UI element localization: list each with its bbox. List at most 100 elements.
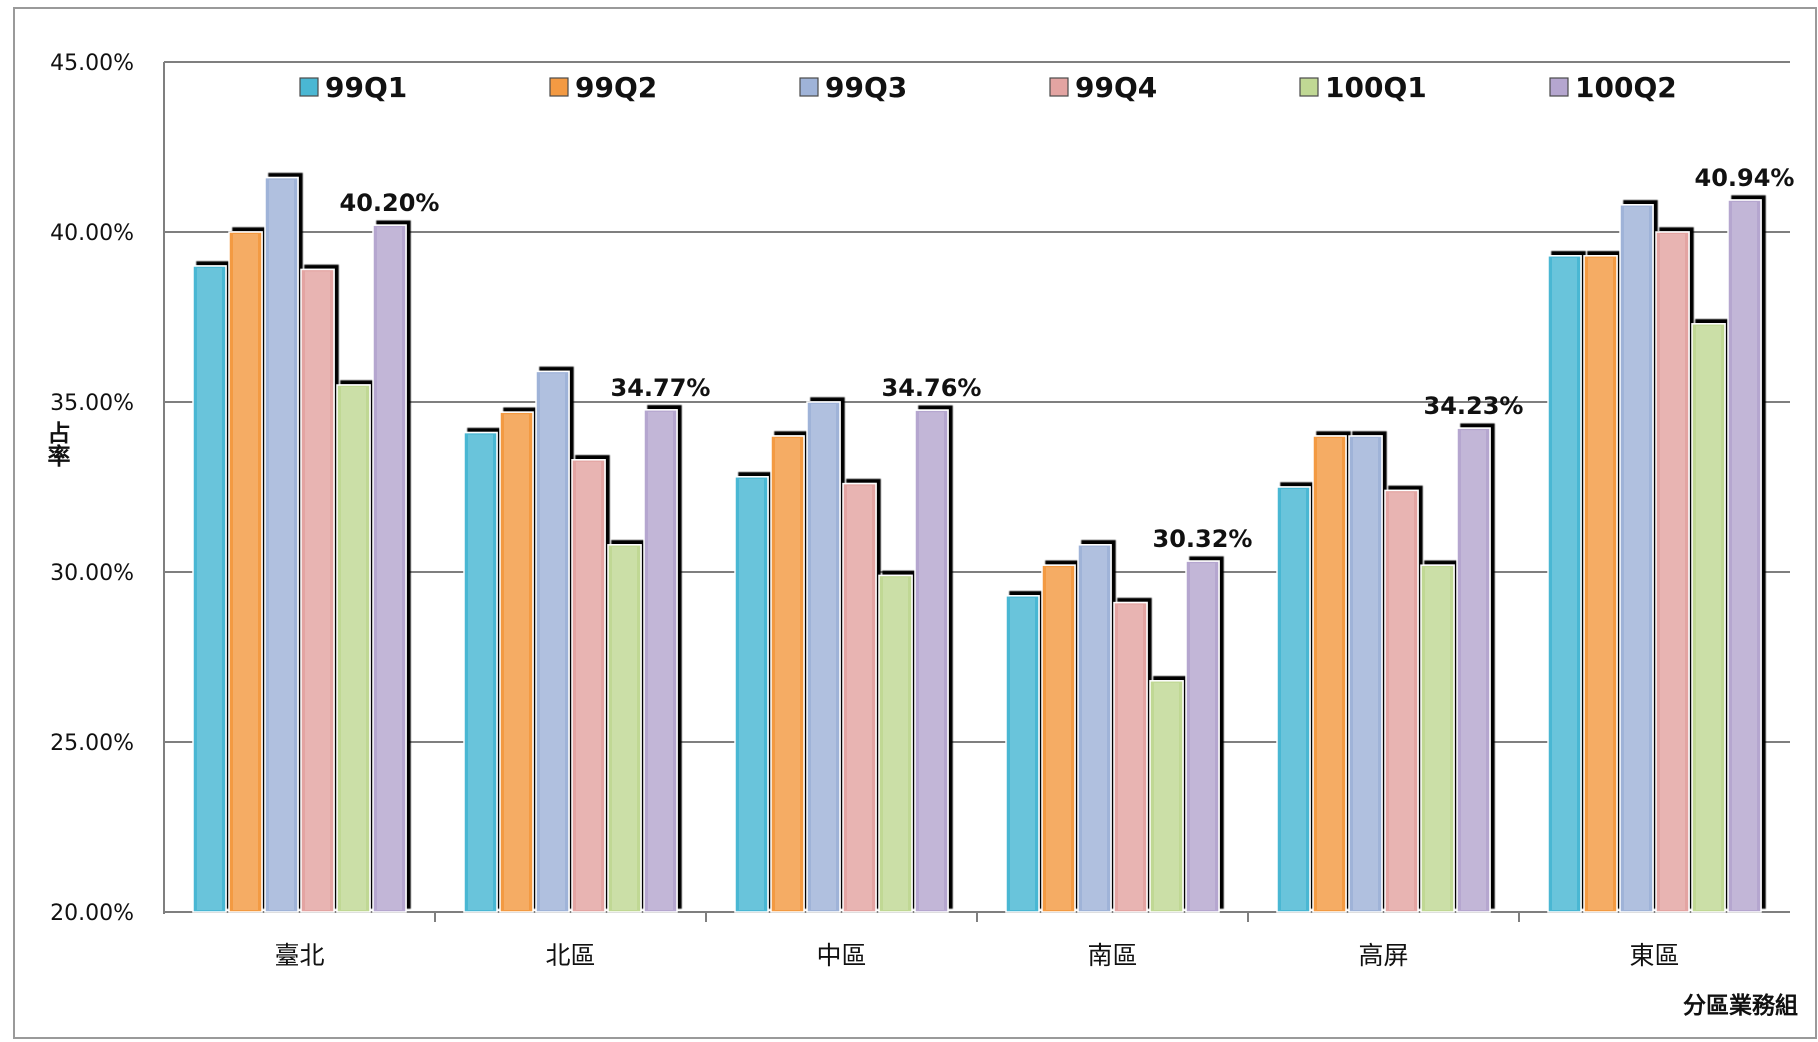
y-tick-label: 20.00% bbox=[50, 901, 134, 926]
bar bbox=[535, 370, 570, 913]
bar-highlight bbox=[1190, 563, 1215, 910]
bar-highlight bbox=[504, 414, 529, 910]
bars bbox=[192, 176, 1762, 913]
bar bbox=[1655, 231, 1690, 913]
y-tick-label: 25.00% bbox=[50, 731, 134, 756]
bar bbox=[300, 268, 335, 913]
bar-highlight bbox=[377, 227, 402, 910]
bar bbox=[372, 224, 407, 913]
legend-label: 99Q2 bbox=[575, 71, 657, 104]
gridlines bbox=[163, 61, 1790, 922]
bar bbox=[1312, 435, 1347, 913]
data-label: 34.77% bbox=[611, 374, 711, 402]
bar-highlight bbox=[1082, 546, 1107, 910]
bar-highlight bbox=[1425, 567, 1450, 910]
x-tick-label: 臺北 bbox=[274, 941, 324, 970]
legend-swatch bbox=[799, 77, 819, 97]
x-axis-ticks: 臺北 北區 中區 南區 高屏 東區 bbox=[274, 941, 1679, 970]
bar-highlight bbox=[1281, 489, 1306, 910]
legend-label: 99Q1 bbox=[325, 71, 407, 104]
bar-highlight bbox=[1317, 438, 1342, 910]
bar bbox=[806, 401, 841, 913]
legend-swatch bbox=[299, 77, 319, 97]
bar-highlight bbox=[811, 404, 836, 910]
bar-highlight bbox=[1461, 430, 1486, 910]
y-tick-label: 40.00% bbox=[50, 221, 134, 246]
bar bbox=[643, 409, 678, 913]
bar-highlight bbox=[1660, 234, 1685, 910]
bar-highlight bbox=[919, 412, 944, 910]
bar-highlight bbox=[1732, 202, 1757, 911]
bar-highlight bbox=[883, 577, 908, 910]
bar-highlight bbox=[540, 373, 565, 910]
bar-highlight bbox=[341, 387, 366, 910]
x-axis-title: 分區業務組 bbox=[1683, 992, 1798, 1019]
legend-label: 99Q3 bbox=[825, 71, 907, 104]
bar-highlight bbox=[305, 271, 330, 910]
legend-label: 99Q4 bbox=[1075, 71, 1157, 104]
bar bbox=[1547, 255, 1582, 913]
legend-swatch bbox=[1549, 77, 1569, 97]
bar bbox=[1113, 601, 1148, 913]
bar bbox=[1149, 680, 1184, 913]
data-labels: 40.20% 34.77% 34.76% 30.32% 34.23% 40.94% bbox=[340, 164, 1795, 553]
bar-highlight bbox=[612, 546, 637, 910]
bar bbox=[192, 265, 227, 913]
y-tick-label: 35.00% bbox=[50, 391, 134, 416]
bar-highlight bbox=[1624, 206, 1649, 911]
x-tick-label: 中區 bbox=[816, 941, 866, 970]
bar bbox=[1005, 595, 1040, 913]
bar bbox=[1456, 427, 1491, 913]
x-tick-label: 高屏 bbox=[1358, 941, 1408, 970]
bar bbox=[571, 459, 606, 913]
bar-highlight bbox=[269, 179, 294, 911]
bar bbox=[499, 411, 534, 913]
bar-highlight bbox=[1588, 257, 1613, 910]
bar bbox=[1041, 564, 1076, 913]
bar bbox=[1077, 544, 1112, 913]
legend-swatch bbox=[1299, 77, 1319, 97]
bar bbox=[1619, 204, 1654, 913]
data-label: 30.32% bbox=[1153, 525, 1253, 553]
x-tick-label: 南區 bbox=[1087, 941, 1137, 970]
bar-highlight bbox=[1118, 604, 1143, 910]
bar bbox=[1583, 255, 1618, 913]
data-label: 40.20% bbox=[340, 189, 440, 217]
bar-highlight bbox=[775, 438, 800, 910]
data-label: 34.23% bbox=[1424, 392, 1524, 420]
data-label: 40.94% bbox=[1695, 164, 1795, 192]
bar-highlight bbox=[1010, 597, 1035, 910]
bar bbox=[336, 384, 371, 913]
y-tick-label: 45.00% bbox=[50, 51, 134, 76]
bar bbox=[1384, 489, 1419, 913]
legend: 99Q1 99Q2 99Q3 99Q4 100Q1 100Q2 bbox=[299, 71, 1677, 104]
data-label: 34.76% bbox=[882, 374, 982, 402]
bar-highlight bbox=[1389, 492, 1414, 910]
bar bbox=[914, 409, 949, 913]
bar bbox=[878, 574, 913, 913]
bar bbox=[1727, 199, 1762, 913]
bar bbox=[228, 231, 263, 913]
y-tick-label: 30.00% bbox=[50, 561, 134, 586]
legend-swatch bbox=[1049, 77, 1069, 97]
bar bbox=[842, 482, 877, 913]
bar bbox=[1348, 435, 1383, 913]
bar bbox=[770, 435, 805, 913]
legend-label: 100Q2 bbox=[1575, 71, 1677, 104]
bar bbox=[264, 176, 299, 913]
bar bbox=[607, 544, 642, 913]
bar-highlight bbox=[1353, 438, 1378, 910]
y-axis-title: 占率 bbox=[43, 421, 71, 467]
bar-highlight bbox=[576, 461, 601, 910]
bar-highlight bbox=[1696, 325, 1721, 910]
legend-label: 100Q1 bbox=[1325, 71, 1427, 104]
bar-highlight bbox=[1552, 257, 1577, 910]
x-tick-label: 北區 bbox=[545, 941, 595, 970]
bar bbox=[463, 431, 498, 913]
bar-highlight bbox=[468, 434, 493, 910]
legend-swatch bbox=[549, 77, 569, 97]
bar bbox=[734, 476, 769, 913]
bar bbox=[1276, 486, 1311, 913]
y-axis-ticks: 20.00% 25.00% 30.00% 35.00% 40.00% 45.00% bbox=[50, 51, 134, 926]
